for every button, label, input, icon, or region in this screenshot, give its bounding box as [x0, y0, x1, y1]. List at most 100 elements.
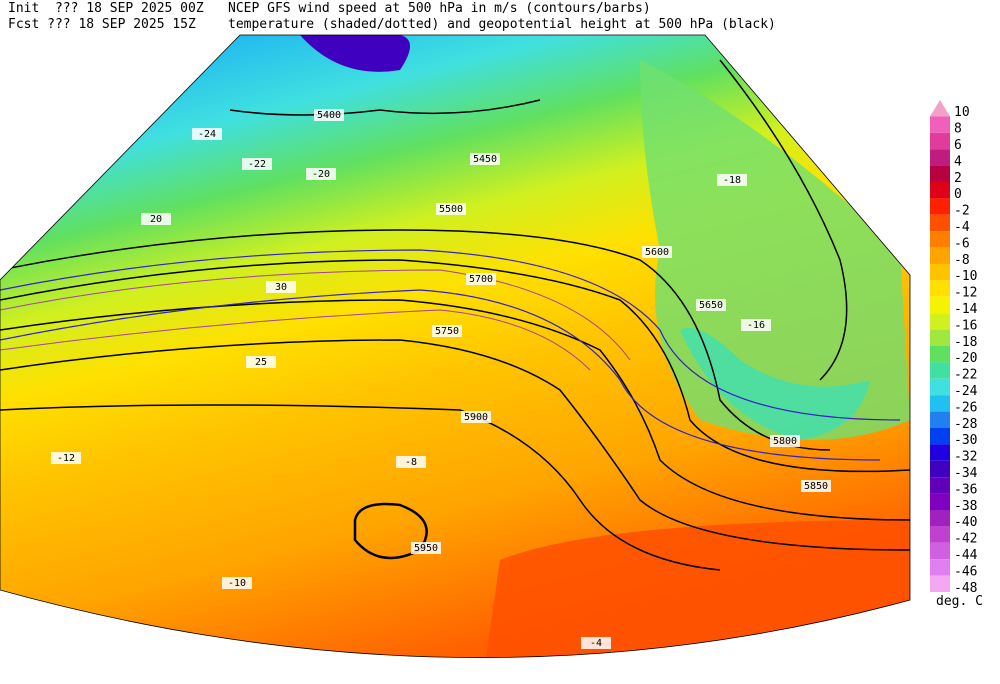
map-label-bg — [411, 542, 441, 554]
colorbar-swatch — [930, 493, 950, 510]
colorbar-swatch — [930, 346, 950, 363]
colorbar-swatch — [930, 428, 950, 445]
colorbar-swatch — [930, 395, 950, 412]
map-area — [0, 35, 910, 658]
colorbar-swatch — [930, 214, 950, 232]
colorbar-label: -28 — [954, 417, 977, 432]
map-label: -22 — [248, 159, 266, 170]
colorbar-label: -44 — [954, 548, 978, 563]
colorbar-label: 10 — [954, 105, 970, 120]
map-label: -24 — [198, 129, 216, 140]
colorbar-swatch — [930, 542, 950, 560]
fcst-text: Fcst ??? 18 SEP 2025 15Z — [8, 17, 196, 32]
colorbar-label: -18 — [954, 335, 977, 350]
map-label-bg — [770, 435, 800, 447]
colorbar-label: -20 — [954, 351, 977, 366]
colorbar-swatch — [930, 460, 950, 478]
colorbar-swatch — [930, 264, 950, 281]
map-label: 5750 — [435, 326, 459, 337]
map-label: -12 — [57, 453, 75, 464]
colorbar-arrow — [930, 100, 950, 117]
colorbar-swatch — [930, 362, 950, 379]
colorbar-label: -10 — [954, 269, 977, 284]
map-label: -16 — [747, 320, 765, 331]
map-label: -4 — [590, 638, 602, 649]
colorbar-label: -22 — [954, 368, 977, 383]
map-label-bg — [242, 158, 272, 170]
colorbar-swatch — [930, 182, 950, 199]
colorbar-label: -46 — [954, 564, 977, 579]
colorbar-swatch — [930, 149, 950, 166]
map-label: 5900 — [464, 412, 488, 423]
map-label-bg — [266, 281, 296, 293]
map-label-bg — [306, 168, 336, 180]
map-label: 5500 — [439, 204, 463, 215]
map-label-bg — [717, 174, 747, 186]
map-label: 5600 — [645, 247, 669, 258]
colorbar-label: -26 — [954, 400, 977, 415]
colorbar-swatch — [930, 165, 950, 182]
colorbar-swatch — [930, 198, 950, 215]
map-label: 5800 — [773, 436, 797, 447]
colorbar-swatch — [930, 231, 950, 248]
map-label-bg — [461, 411, 491, 423]
colorbar-label: 2 — [954, 171, 962, 186]
colorbar-label: 8 — [954, 122, 962, 137]
colorbar-swatch — [930, 411, 950, 428]
colorbar-label: -4 — [954, 220, 970, 235]
colorbar-swatch — [930, 526, 950, 543]
map-label: 20 — [150, 214, 162, 225]
colorbar-swatch — [930, 132, 950, 150]
map-label: -8 — [405, 457, 417, 468]
colorbar-label: -24 — [954, 384, 978, 399]
colorbar-label: -34 — [954, 466, 978, 481]
map-label-bg — [51, 452, 81, 464]
title-line: NCEP GFS wind speed at 500 hPa in m/s (c… — [228, 1, 651, 16]
map-label: 5650 — [699, 300, 723, 311]
colorbar-unit: deg. C — [936, 594, 983, 609]
map-label-bg — [466, 273, 496, 285]
map-label-bg — [642, 246, 672, 258]
map-label-bg — [222, 577, 252, 589]
colorbar-label: -38 — [954, 499, 977, 514]
map-label-bg — [801, 480, 831, 492]
colorbar-swatch — [930, 296, 950, 314]
map-label-bg — [436, 203, 466, 215]
map-label: -10 — [228, 578, 246, 589]
colorbar-swatch — [930, 444, 950, 461]
colorbar-label: -32 — [954, 450, 977, 465]
map-label-bg — [581, 637, 611, 649]
map-label: 5400 — [317, 110, 341, 121]
colorbar-swatch — [930, 510, 950, 527]
map-border — [0, 34, 911, 658]
colorbar-swatch — [930, 280, 950, 297]
map-label-bg — [192, 128, 222, 140]
colorbar-label: -16 — [954, 318, 977, 333]
map-label-bg — [396, 456, 426, 468]
colorbar-swatch — [930, 116, 950, 133]
colorbar-label: -30 — [954, 433, 977, 448]
map-label: 30 — [275, 282, 287, 293]
colorbar-label: -36 — [954, 482, 977, 497]
colorbar-label: -48 — [954, 581, 977, 596]
colorbar-swatch — [930, 575, 950, 592]
colorbar-label: -14 — [954, 302, 978, 317]
colorbar-label: 6 — [954, 138, 962, 153]
colorbar-label: -2 — [954, 204, 970, 219]
colorbar-label: 0 — [954, 187, 962, 202]
map-label-bg — [314, 109, 344, 121]
colorbar-label: -6 — [954, 236, 970, 251]
init-text: Init ??? 18 SEP 2025 00Z — [8, 1, 204, 16]
colorbar-swatch — [930, 559, 950, 576]
map-label-bg — [141, 213, 171, 225]
map-label-bg — [741, 319, 771, 331]
colorbar-swatch — [930, 477, 950, 494]
colorbar-swatch — [930, 329, 950, 346]
colorbar-label: -12 — [954, 286, 977, 301]
map-label-bg — [246, 356, 276, 368]
map-label: -18 — [723, 175, 741, 186]
colorbar-swatch — [930, 313, 950, 330]
map-label-bg — [432, 325, 462, 337]
colorbar-label: 4 — [954, 154, 962, 169]
map-label: 5450 — [473, 154, 497, 165]
